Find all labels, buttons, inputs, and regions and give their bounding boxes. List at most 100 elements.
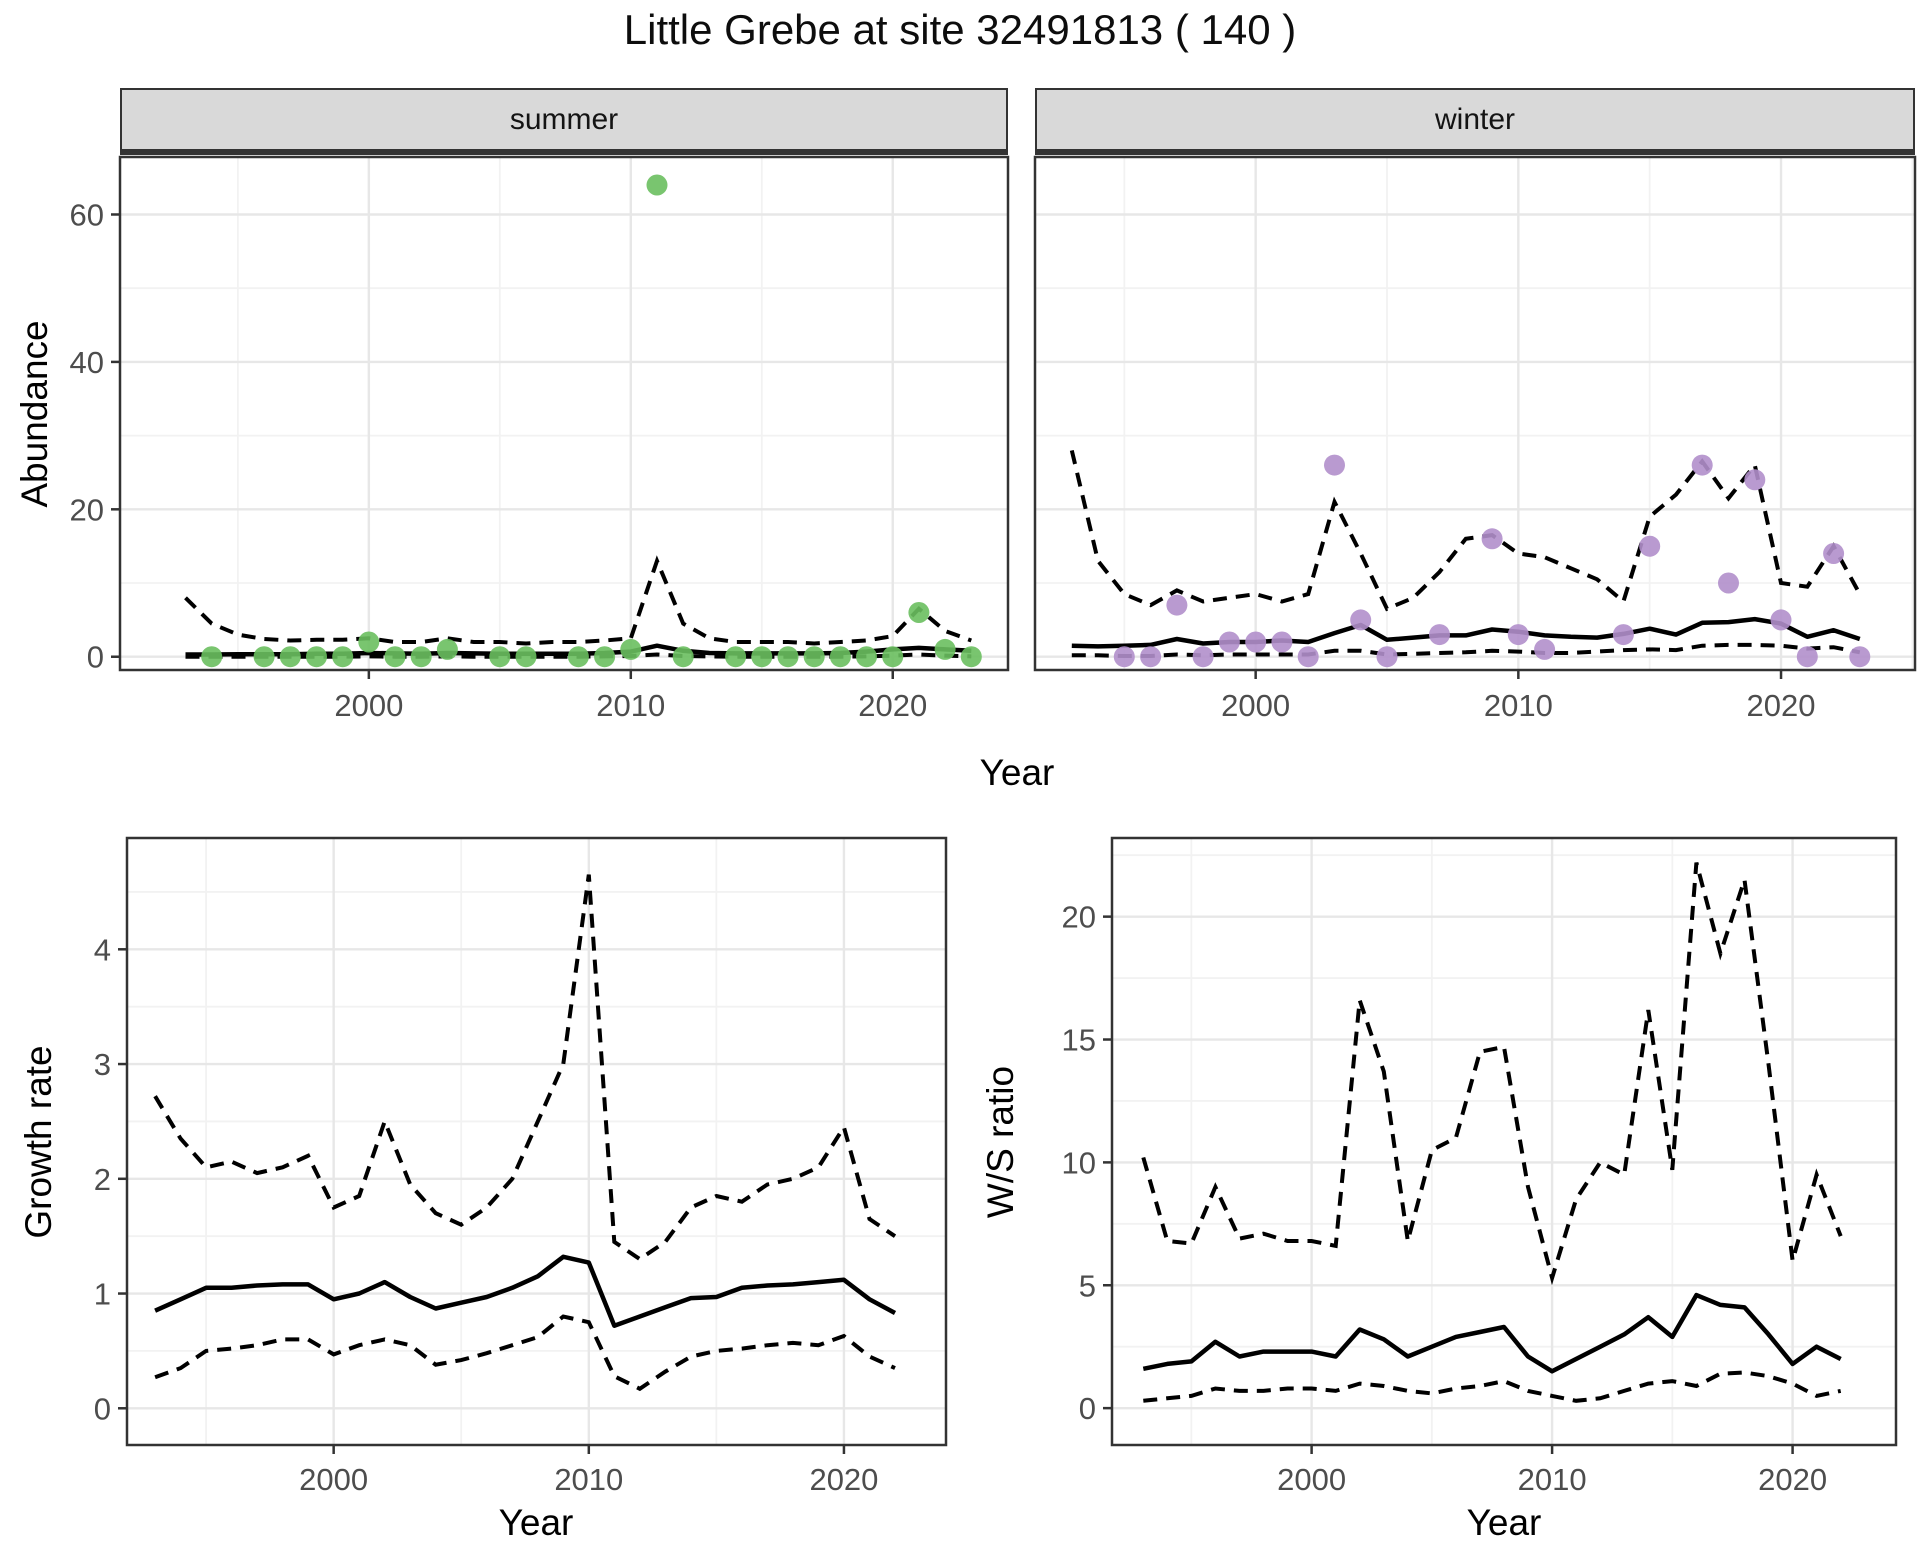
data-point [777, 646, 799, 668]
y-tick-label: 0 [94, 1391, 111, 1426]
data-point [279, 646, 301, 668]
y-tick-label: 15 [1062, 1023, 1096, 1058]
data-point [908, 602, 930, 623]
data-point [332, 646, 354, 668]
panel-winter: 2000 2010 2020 [1033, 155, 1917, 723]
data-point [1507, 624, 1529, 646]
y-tick-label: 60 [70, 197, 104, 232]
y-tick-label: 3 [94, 1047, 111, 1082]
figure-title: Little Grebe at site 32491813 ( 140 ) [623, 6, 1297, 53]
panel-border [118, 155, 1010, 672]
data-point [384, 646, 406, 668]
abundance-axis-title: Abundance [14, 320, 55, 508]
x-tick-label: 2000 [1221, 688, 1290, 723]
ws-ratio-axis-title: W/S ratio [980, 1065, 1021, 1219]
panel-Growth rate: 2000 2010 2020 0 1 2 3 4 [94, 836, 948, 1497]
data-point [620, 638, 642, 660]
y-tick-label: 1 [94, 1277, 111, 1312]
data-point [1271, 631, 1293, 653]
year-axis-title-bottom-left: Year [498, 1502, 574, 1543]
data-point [1218, 631, 1240, 653]
facet-label-winter: winter [1434, 102, 1516, 136]
data-point [803, 646, 825, 668]
lower-ci-line [1071, 642, 1861, 658]
data-point [1481, 528, 1503, 550]
panel-border [1110, 836, 1898, 1447]
data-point [1166, 594, 1188, 616]
data-point [751, 646, 773, 668]
data-point [1350, 609, 1372, 631]
data-point [1796, 646, 1818, 668]
lower-ci-line [154, 1314, 896, 1392]
growth-rate-axis-title: Growth rate [18, 1045, 59, 1239]
data-point [306, 646, 327, 668]
fit-line [1142, 1292, 1842, 1374]
data-point [1770, 609, 1792, 631]
facet-label-summer: summer [509, 102, 619, 136]
data-point [594, 646, 616, 668]
upper-ci-line [184, 555, 972, 646]
data-point [1691, 454, 1713, 476]
x-tick-label: 2020 [1758, 1462, 1827, 1497]
data-point [1376, 646, 1398, 668]
y-tick-label: 4 [94, 932, 111, 967]
y-tick-label: 2 [94, 1162, 111, 1197]
y-tick-label: 10 [1062, 1145, 1096, 1180]
y-tick-label: 0 [1079, 1391, 1096, 1426]
panel-W/S ratio: 2000 2010 2020 0 5 10 15 20 [1062, 836, 1898, 1497]
y-tick-label: 0 [87, 640, 104, 675]
data-point [1744, 469, 1766, 491]
data-point [1823, 543, 1845, 564]
data-point [1113, 646, 1135, 668]
x-tick-label: 2020 [858, 688, 927, 723]
data-point [1639, 535, 1661, 557]
facet-strip-winter: winter [1035, 88, 1915, 155]
x-tick-label: 2000 [299, 1462, 368, 1497]
x-tick-label: 2000 [1277, 1462, 1346, 1497]
year-axis-title-top: Year [979, 752, 1055, 793]
data-point [410, 646, 432, 668]
x-tick-label: 2020 [1747, 688, 1816, 723]
data-point [829, 646, 851, 668]
data-point [1429, 624, 1450, 646]
facet-strip-summer: summer [120, 88, 1008, 155]
fit-line [1071, 616, 1861, 649]
x-tick-label: 2010 [1518, 1462, 1587, 1497]
panel-border [1033, 155, 1917, 672]
data-point [1192, 646, 1214, 668]
y-tick-label: 20 [1062, 900, 1096, 935]
data-point [489, 646, 511, 668]
data-point [515, 646, 537, 668]
y-tick-label: 40 [70, 345, 104, 380]
data-point [1718, 572, 1739, 594]
x-tick-label: 2010 [596, 688, 665, 723]
upper-ci-line [1141, 862, 1843, 1286]
data-point [672, 646, 694, 668]
data-point [1140, 646, 1162, 668]
data-point [1245, 631, 1267, 653]
x-tick-label: 2000 [334, 688, 403, 723]
data-point [1297, 646, 1319, 668]
y-tick-label: 20 [70, 492, 104, 527]
data-point [1324, 454, 1345, 476]
data-point [646, 174, 668, 196]
data-point [725, 646, 747, 668]
data-point [934, 638, 956, 660]
data-point [1849, 646, 1871, 668]
fit-line [154, 1254, 897, 1328]
x-tick-label: 2020 [809, 1462, 878, 1497]
panel-summer: 2000 2010 2020 0 20 40 60 [70, 155, 1010, 723]
x-tick-label: 2010 [554, 1462, 623, 1497]
upper-ci-line [1069, 449, 1862, 612]
data-point [960, 646, 982, 668]
data-point [856, 646, 877, 668]
data-point [201, 646, 223, 668]
year-axis-title-bottom-right: Year [1466, 1502, 1542, 1543]
data-point [882, 646, 904, 668]
upper-ci-line [153, 874, 897, 1262]
data-point [1534, 638, 1556, 660]
data-point [436, 638, 458, 660]
data-point [358, 631, 380, 653]
